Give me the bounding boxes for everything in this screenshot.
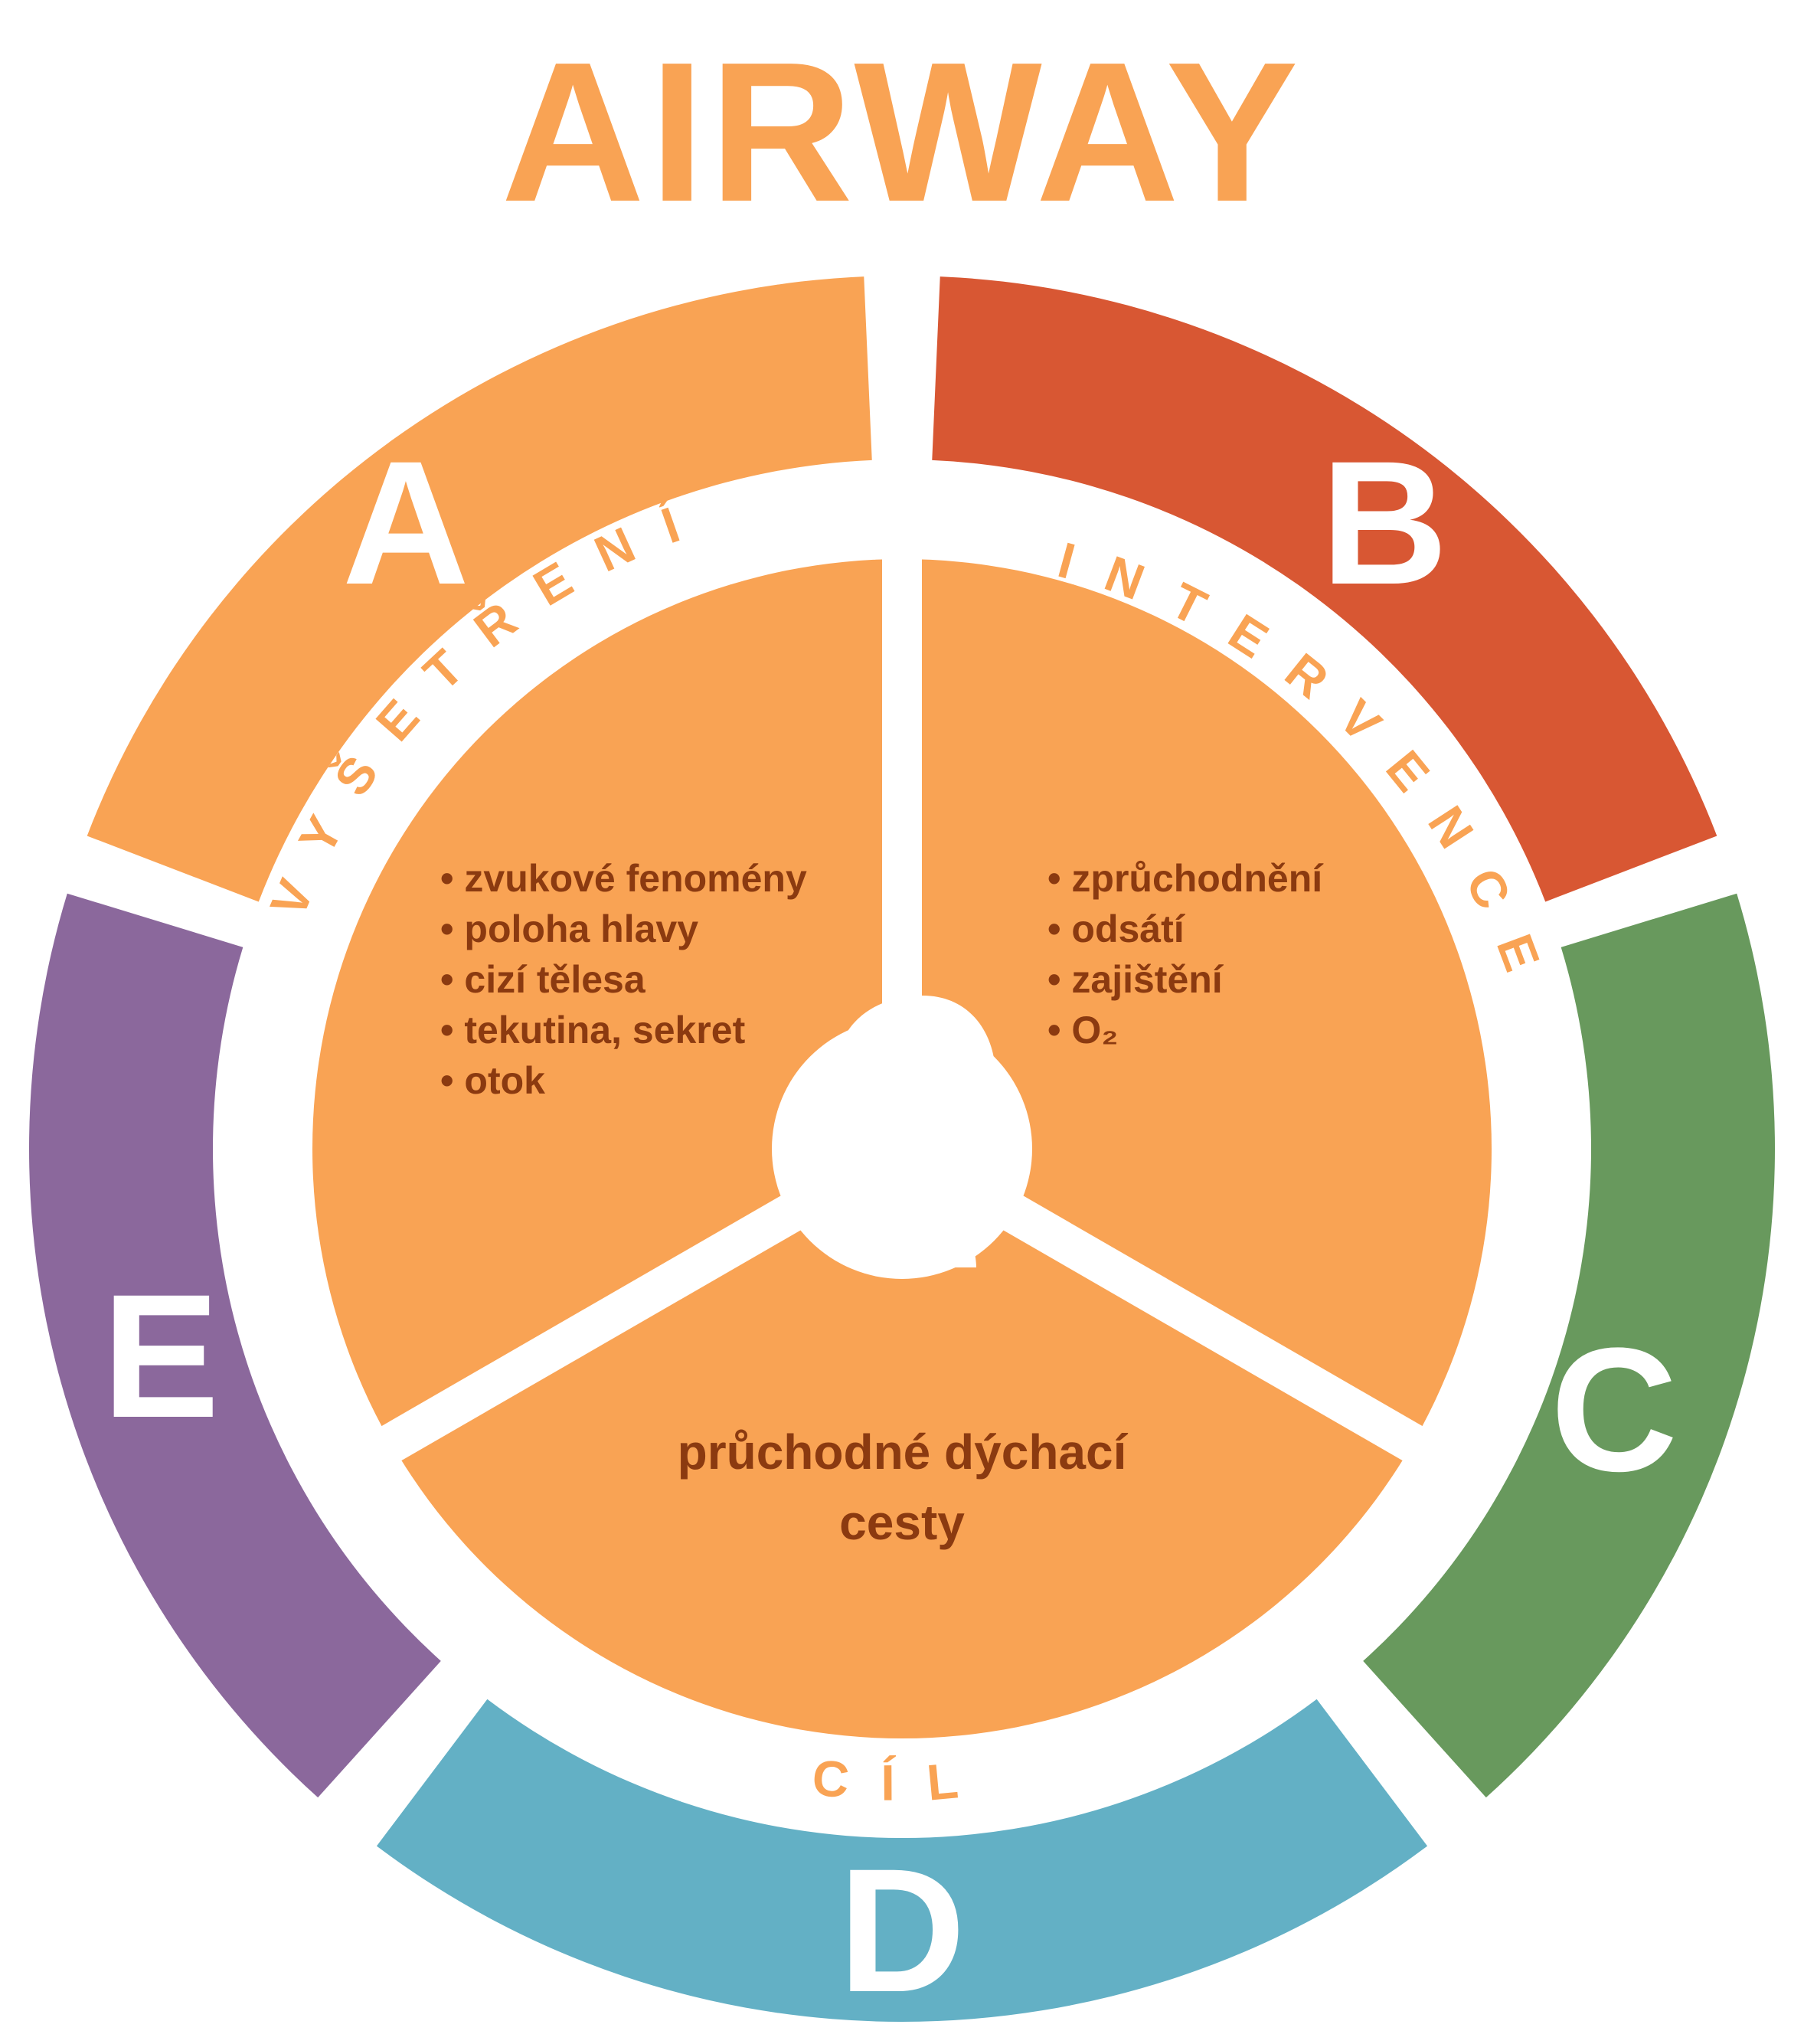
- head-airway-icon: [815, 996, 996, 1267]
- assessment-item: • cizí tělesa: [440, 958, 646, 1001]
- assessment-item: • poloha hlavy: [440, 908, 698, 950]
- intervention-item: • O₂: [1047, 1009, 1119, 1051]
- outer-ring: [29, 276, 1775, 2023]
- segment-c: [1363, 893, 1775, 1798]
- goal-line-2: cesty: [839, 1495, 965, 1550]
- assessment-item: • zvukové fenomény: [440, 857, 807, 900]
- label-goal-text: CÍL: [810, 1748, 960, 1811]
- segment-d: [376, 1699, 1428, 2023]
- segment-d-letter: D: [838, 1832, 966, 2029]
- segment-c-letter: C: [1551, 1311, 1678, 1508]
- assessment-list: • zvukové fenomény • poloha hlavy • cizí…: [440, 857, 807, 1102]
- segment-a-letter: A: [342, 424, 469, 621]
- goal-line-1: průchodné dýchací: [678, 1424, 1129, 1480]
- segment-a: [87, 276, 872, 902]
- segment-e: [29, 893, 441, 1798]
- intervention-item: • odsátí: [1047, 908, 1186, 950]
- label-goal: CÍL: [810, 1748, 994, 1811]
- segment-b: [932, 276, 1717, 902]
- intervention-item: • zprůchodnění: [1047, 857, 1324, 900]
- assessment-item: • otok: [440, 1059, 545, 1102]
- intervention-item: • zajištění: [1047, 958, 1224, 1001]
- intervention-list: • zprůchodnění • odsátí • zajištění • O₂: [1047, 857, 1324, 1051]
- segment-b-letter: B: [1321, 424, 1448, 621]
- assessment-item: • tekutina, sekret: [440, 1009, 746, 1051]
- diagram-title: AIRWAY: [501, 21, 1302, 244]
- segment-e-letter: E: [102, 1257, 219, 1454]
